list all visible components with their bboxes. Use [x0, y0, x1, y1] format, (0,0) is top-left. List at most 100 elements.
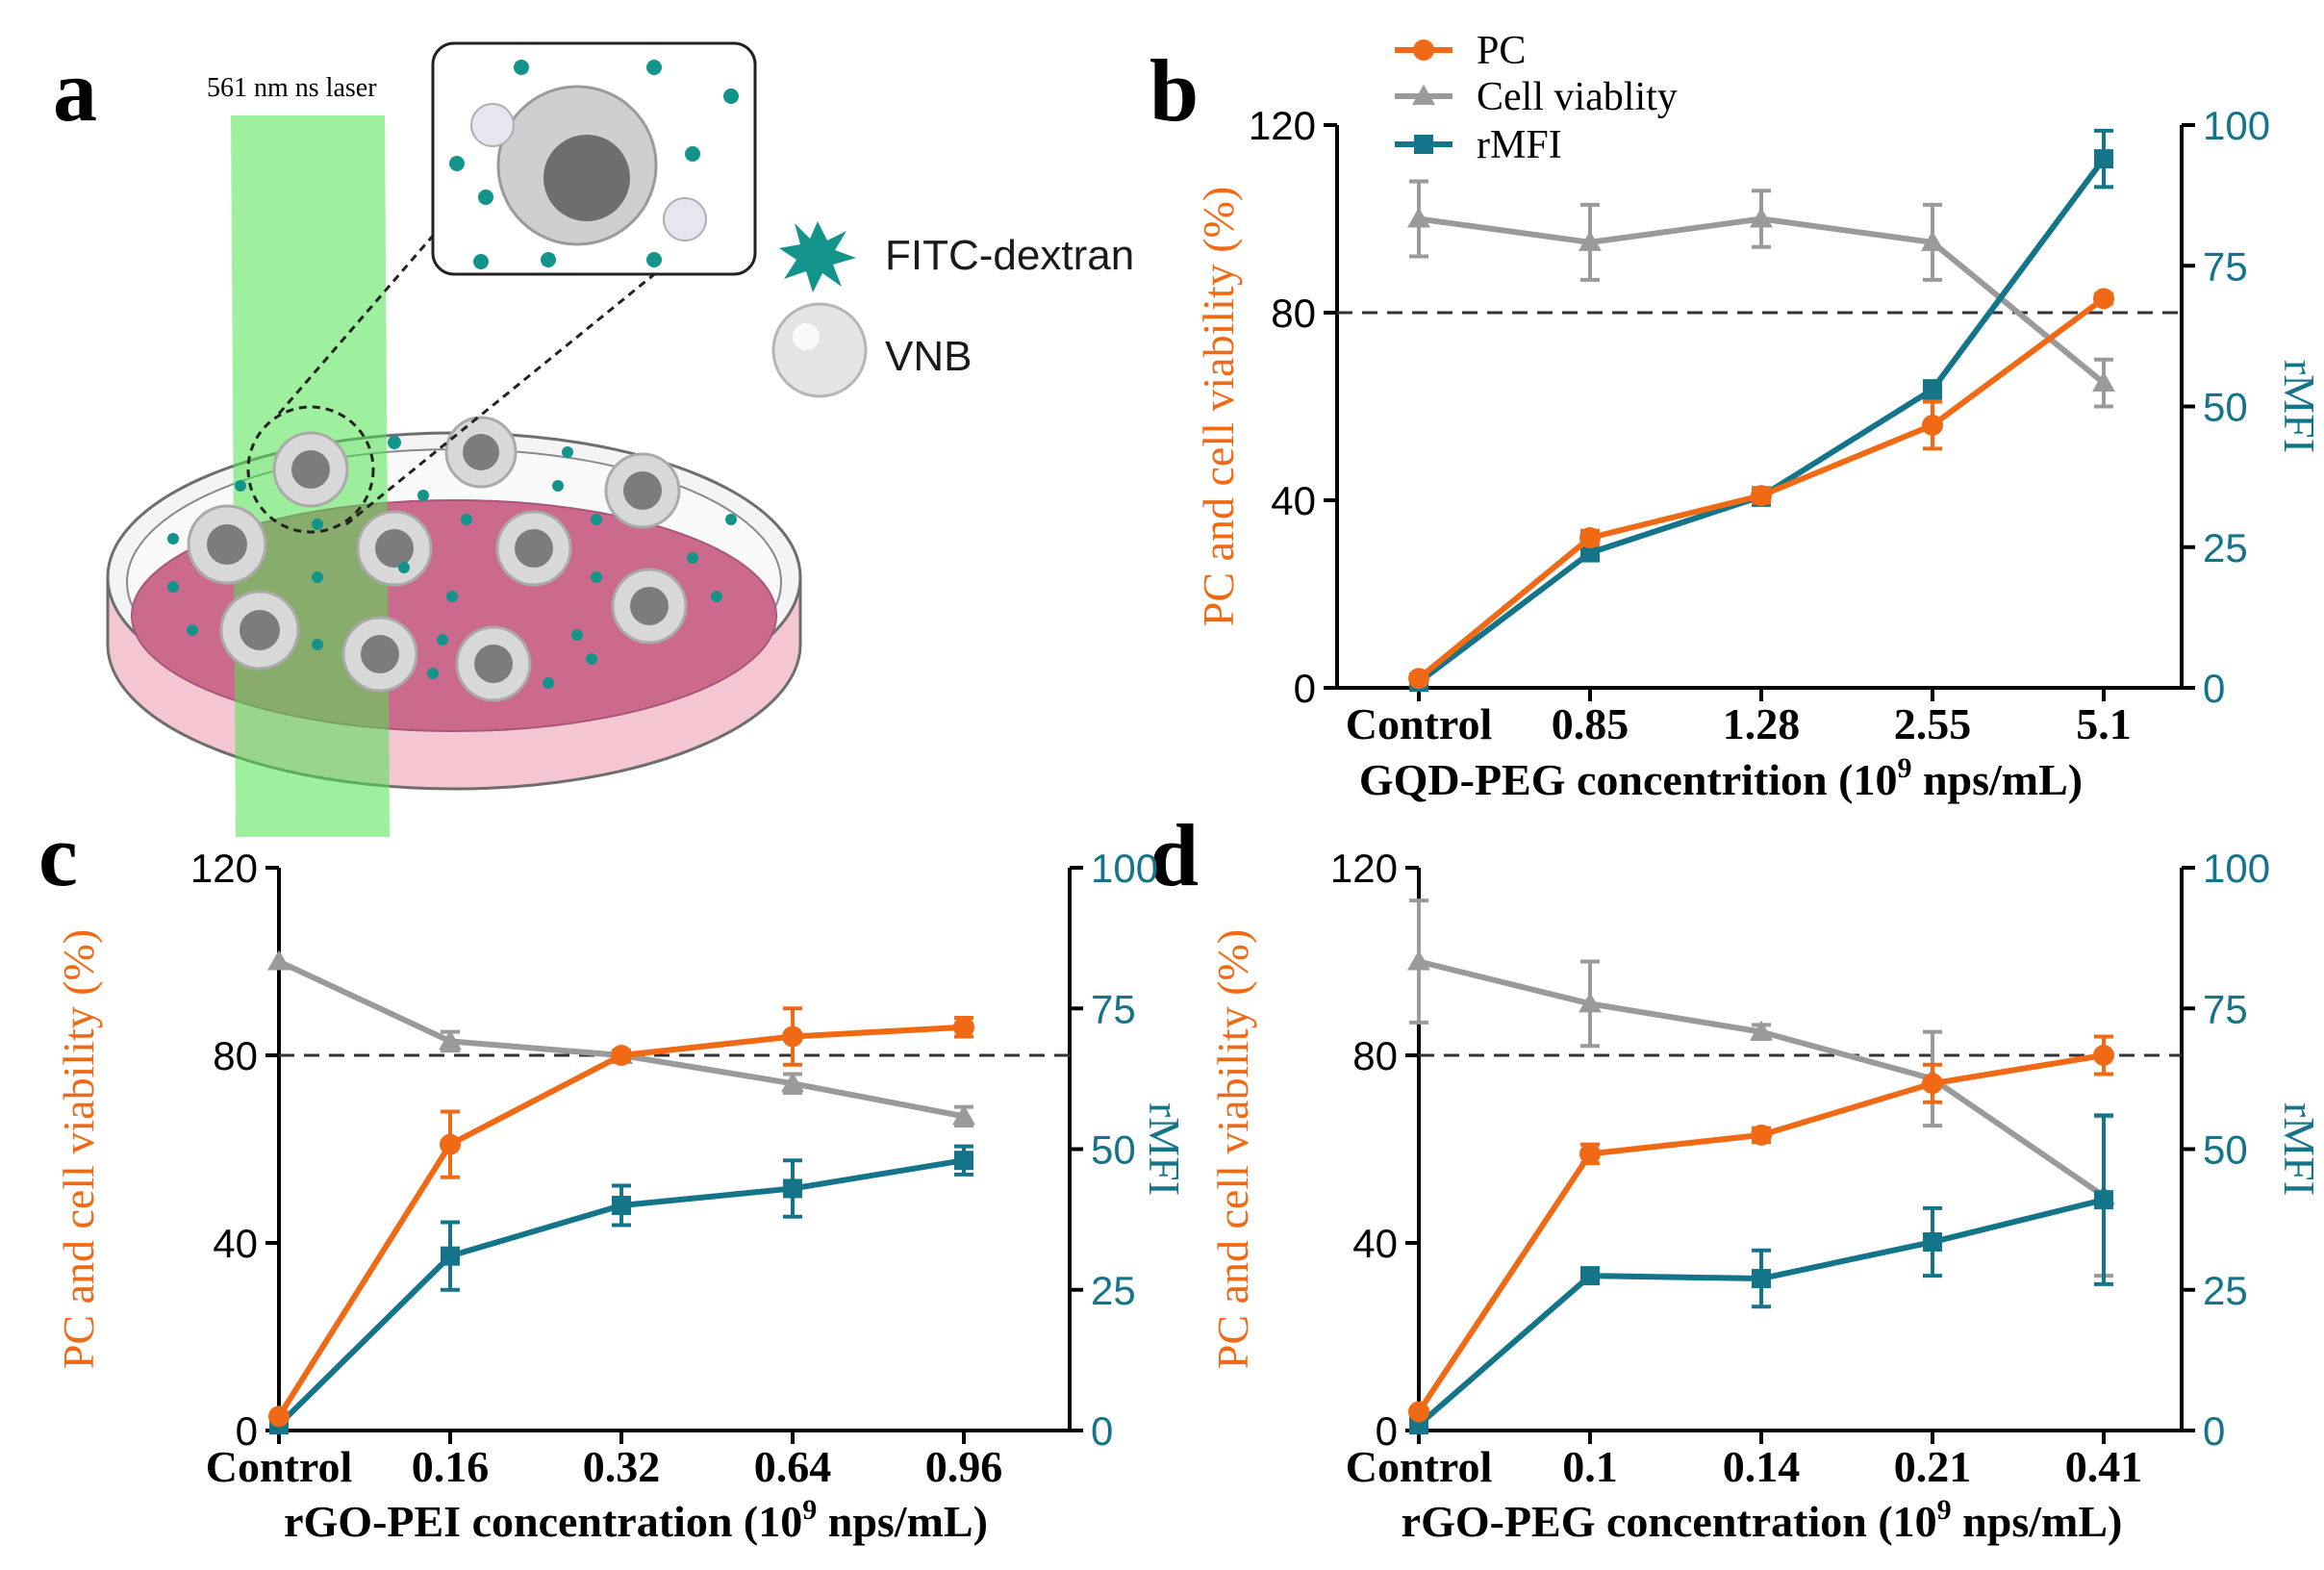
x-tick-label: 0.21 [1894, 1442, 1972, 1491]
data-point [2093, 288, 2114, 310]
data-point [1750, 1020, 1773, 1041]
data-point [1923, 379, 1942, 399]
right-tick-label: 50 [2203, 1127, 2248, 1173]
left-tick-label: 0 [1376, 1408, 1398, 1454]
data-point [612, 1196, 631, 1215]
data-point [1580, 1266, 1600, 1286]
series-line [1416, 1052, 2105, 1414]
series-cell-viablity [1407, 179, 2115, 409]
chart-panel-c: 0 40 80 120 0 25 50 75 100 Control 0.16 0.32 0.64 0.9… [54, 846, 1189, 1546]
left-tick-label: 40 [1271, 478, 1316, 523]
left-tick-label: 120 [1249, 103, 1316, 148]
data-point [1579, 992, 1602, 1013]
right-tick-label: 100 [2203, 103, 2270, 148]
legend-pc: PC [1477, 29, 1526, 73]
x-tick-label: Control [206, 1442, 353, 1491]
left-tick-label: 80 [213, 1033, 258, 1078]
data-point [952, 1104, 975, 1126]
y-axis-label-left: PC and cell viability (%) [1194, 187, 1243, 626]
x-tick-label: 2.55 [1894, 699, 1972, 748]
x-axis-label-main: GQD-PEG concentrition (10 [1359, 755, 1898, 804]
data-point [1579, 1143, 1601, 1165]
x-axis-label-sup: 9 [1897, 752, 1911, 784]
series-cell-viablity [267, 950, 975, 1128]
chart-panel-d: 0 40 80 120 0 25 50 75 100 Control 0.1 0.14 0.21 0.41… [1208, 846, 2324, 1546]
legend-viability-marker [1412, 85, 1435, 105]
data-point [2094, 1190, 2113, 1210]
petri-dish [106, 431, 802, 791]
data-point [2094, 149, 2113, 169]
data-point [267, 950, 290, 971]
x-tick-label: 0.14 [1723, 1442, 1801, 1491]
series-line [1417, 1197, 2105, 1428]
data-point [1579, 230, 1602, 251]
data-point [1408, 668, 1429, 690]
series-line [277, 958, 965, 1120]
right-tick-label: 75 [2203, 986, 2248, 1031]
right-tick-label: 100 [1091, 846, 1158, 891]
right-tick-label: 25 [1091, 1268, 1136, 1313]
laser-label: 561 nm ns laser [207, 73, 377, 103]
right-tick-label: 0 [2203, 666, 2225, 711]
fitc-dextran-icon [779, 221, 856, 292]
left-tick-label: 80 [1352, 1033, 1398, 1078]
x-tick-label: 0.64 [754, 1442, 832, 1491]
x-axis-label-sup: 9 [1937, 1494, 1952, 1526]
right-tick-label: 50 [2203, 385, 2248, 430]
x-tick-label: 0.41 [2065, 1442, 2143, 1491]
data-point [1751, 485, 1772, 507]
right-tick-label: 0 [1091, 1408, 1113, 1454]
panel-a-schematic: a 561 nm ns laser [53, 41, 1134, 837]
vnb-icon [771, 302, 868, 398]
data-point [1407, 950, 1430, 971]
right-tick-label: 100 [2203, 846, 2270, 891]
x-axis-label-main: rGO-PEG concentration (10 [1402, 1497, 1937, 1546]
series-rmfi [269, 1144, 973, 1435]
data-point [439, 1029, 462, 1051]
panel-label-b: b [1149, 41, 1199, 139]
series-rmfi [1409, 1113, 2113, 1435]
x-tick-label: 1.28 [1723, 699, 1801, 748]
y-axis-label-left: PC and cell viability (%) [1208, 929, 1257, 1369]
x-tick-label: 0.96 [925, 1442, 1003, 1491]
data-point [1922, 415, 1943, 436]
legend: PC Cell viablity rMFI [1395, 29, 1678, 167]
data-point [783, 1178, 802, 1199]
data-point [1922, 1073, 1943, 1095]
x-tick-label: Control [1346, 699, 1493, 748]
cells [187, 416, 688, 702]
right-tick-label: 25 [2203, 1268, 2248, 1313]
x-axis-label: GQD-PEG concentrition (109 nps/mL) [1359, 752, 2083, 804]
right-tick-label: 75 [1091, 986, 1136, 1031]
series-pc [268, 1006, 974, 1428]
x-tick-label: Control [1346, 1442, 1493, 1491]
left-tick-label: 80 [1271, 291, 1316, 336]
x-axis-label-main: rGO-PEI concentration (10 [284, 1497, 802, 1546]
right-tick-label: 50 [1091, 1127, 1136, 1173]
x-tick-label: 0.16 [412, 1442, 490, 1491]
x-tick-label: 0.1 [1562, 1442, 1618, 1491]
data-point [1921, 230, 1944, 251]
zoom-circle [246, 405, 375, 534]
panel-label-a: a [53, 41, 97, 139]
series-pc [1408, 288, 2114, 690]
right-tick-label: 75 [2203, 243, 2248, 289]
left-tick-label: 40 [213, 1221, 258, 1266]
data-point [1750, 207, 1773, 228]
y-axis-label-right: rMFI [1140, 1102, 1189, 1196]
series-pc [1408, 1034, 2114, 1423]
x-axis-label: rGO-PEG concentration (109 nps/mL) [1402, 1494, 2123, 1546]
x-tick-label: 0.85 [1552, 699, 1629, 748]
vnb-label: VNB [885, 333, 972, 380]
y-axis-label-right: rMFI [2275, 1102, 2324, 1196]
right-tick-label: 25 [2203, 525, 2248, 570]
data-point [1579, 527, 1601, 548]
panel-label-d: d [1149, 806, 1199, 904]
x-tick-label: 5.1 [2076, 699, 2132, 748]
y-axis-label-right: rMFI [2275, 360, 2324, 453]
legend-pc-marker [1413, 39, 1434, 61]
x-axis-label-end: nps/mL) [1911, 755, 2083, 804]
x-axis-label-end: nps/mL) [817, 1497, 988, 1546]
data-point [441, 1246, 460, 1266]
